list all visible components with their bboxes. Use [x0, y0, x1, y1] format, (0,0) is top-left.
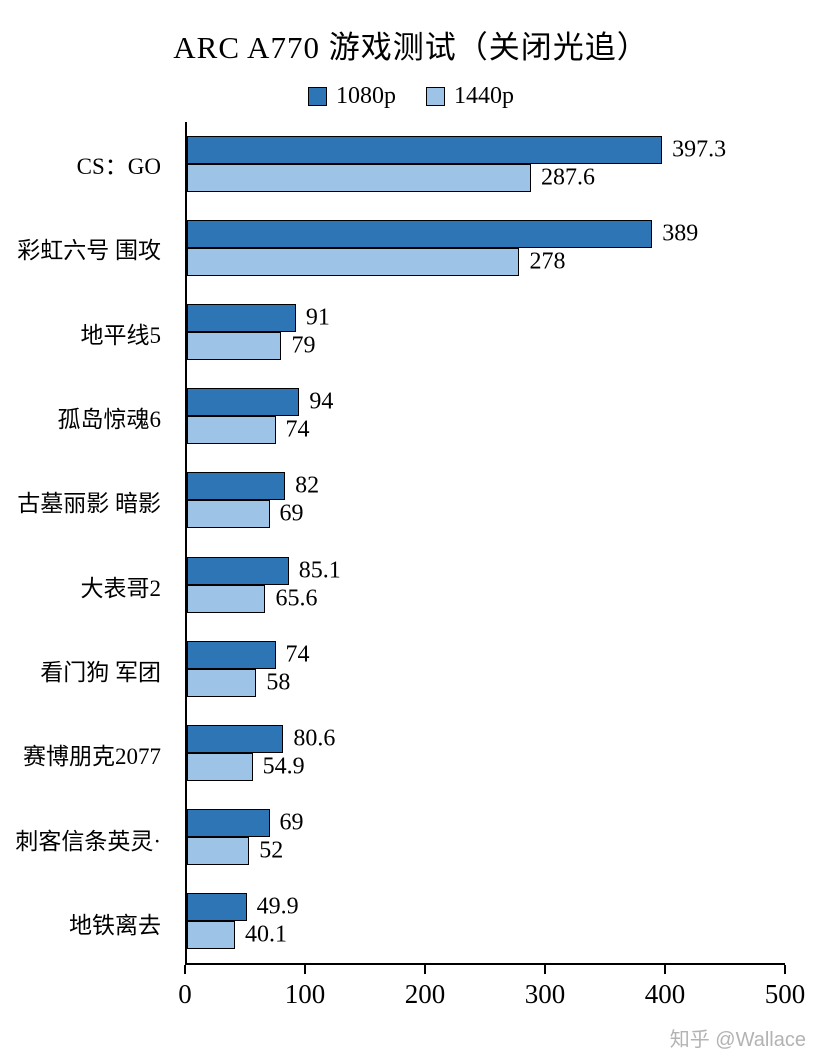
bar-1080p: 94	[187, 388, 333, 417]
bar-group: 80.6 54.9	[187, 711, 785, 795]
tick-label: 200	[404, 979, 446, 1009]
bar-1440p: 69	[187, 500, 304, 529]
category-label: 彩虹六号 围攻	[17, 238, 161, 264]
value-label: 69	[279, 500, 304, 527]
bar-group: 49.9 40.1	[187, 879, 785, 963]
bar-1080p: 74	[187, 640, 310, 669]
category-label: CS：GO	[76, 154, 161, 180]
bar-group: 85.1 65.6	[187, 542, 785, 626]
tick-label: 300	[524, 979, 566, 1009]
bar-group: 389 278	[187, 206, 785, 290]
category-label: 大表哥2	[80, 575, 162, 601]
value-label: 94	[309, 388, 334, 415]
value-label: 65.6	[275, 585, 318, 612]
bar-group: 74 58	[187, 627, 785, 711]
bar-1440p: 58	[187, 668, 290, 697]
value-label: 40.1	[244, 921, 287, 948]
legend-label: 1440p	[454, 83, 514, 109]
bar-1440p: 65.6	[187, 584, 317, 613]
plot-area: 397.3 287.6 389 278 91 79 94 74 82 69 85.1 65.6 74 58…	[185, 122, 785, 965]
legend-swatch-icon	[426, 87, 445, 106]
bar-group: 82 69	[187, 458, 785, 542]
value-label: 69	[279, 809, 304, 836]
bar-group: 69 52	[187, 795, 785, 879]
category-label: 刺客信条英灵·	[15, 828, 161, 854]
bar-1440p: 287.6	[187, 164, 595, 193]
tick-label: 0	[178, 979, 192, 1009]
value-label: 49.9	[256, 893, 299, 920]
bar-1440p: 79	[187, 332, 315, 361]
category-label: 地铁离去	[69, 912, 161, 938]
legend-label: 1080p	[336, 83, 396, 109]
tick-label: 500	[764, 979, 806, 1009]
tick-label: 100	[284, 979, 326, 1009]
bar-1440p: 40.1	[187, 920, 287, 949]
category-label: 赛博朋克2077	[23, 744, 161, 770]
watermark: 知乎 @Wallace	[669, 1029, 806, 1051]
bar-1080p: 80.6	[187, 724, 335, 753]
tick-label: 400	[644, 979, 686, 1009]
tick-mark	[424, 965, 426, 974]
value-label: 79	[291, 332, 316, 359]
bar-1080p: 397.3	[187, 136, 726, 165]
value-label: 74	[285, 641, 310, 668]
plot-rows: 397.3 287.6 389 278 91 79 94 74 82 69 85.1 65.6 74 58…	[187, 122, 785, 963]
value-label: 74	[285, 416, 310, 443]
legend-item-1440p: 1440p	[426, 83, 514, 110]
value-label: 58	[266, 669, 291, 696]
bar-1080p: 69	[187, 808, 304, 837]
bar-1080p: 91	[187, 304, 330, 333]
tick-mark	[664, 965, 666, 974]
value-label: 80.6	[293, 725, 336, 752]
bar-1080p: 85.1	[187, 556, 341, 585]
bar-group: 397.3 287.6	[187, 122, 785, 206]
tick-mark	[544, 965, 546, 974]
value-label: 287.6	[540, 164, 595, 191]
bar-1440p: 54.9	[187, 752, 305, 781]
bar-1080p: 49.9	[187, 892, 299, 921]
bar-1080p: 389	[187, 220, 698, 249]
x-axis: 0 100 200 300 400 500	[178, 965, 805, 1025]
bar-1080p: 82	[187, 472, 319, 501]
value-label: 82	[295, 472, 320, 499]
category-label: 地平线5	[80, 322, 162, 348]
value-label: 54.9	[262, 753, 305, 780]
tick-mark	[184, 965, 186, 974]
category-label: 看门狗 军团	[40, 659, 161, 685]
bar-group: 94 74	[187, 374, 785, 458]
value-label: 278	[529, 248, 566, 275]
tick-mark	[304, 965, 306, 974]
legend: 1080p 1440p	[0, 83, 822, 110]
value-label: 52	[259, 837, 284, 864]
bar-1440p: 52	[187, 836, 283, 865]
bar-1440p: 74	[187, 416, 310, 445]
chart-title: ARC A770 游戏测试（关闭光追）	[173, 30, 649, 65]
value-label: 85.1	[298, 557, 341, 584]
value-label: 397.3	[672, 136, 727, 163]
tick-mark	[784, 965, 786, 974]
value-label: 91	[305, 304, 330, 331]
legend-item-1080p: 1080p	[308, 83, 396, 110]
value-label: 389	[662, 220, 699, 247]
bar-1440p: 278	[187, 248, 565, 277]
category-labels: CS：GO 彩虹六号 围攻地平线5 孤岛惊魂6 古墓丽影 暗影大表哥2 看门狗 军团赛博…	[0, 122, 173, 965]
legend-swatch-icon	[308, 87, 327, 106]
category-label: 孤岛惊魂6	[57, 407, 162, 433]
bar-group: 91 79	[187, 290, 785, 374]
category-label: 古墓丽影 暗影	[17, 491, 161, 517]
